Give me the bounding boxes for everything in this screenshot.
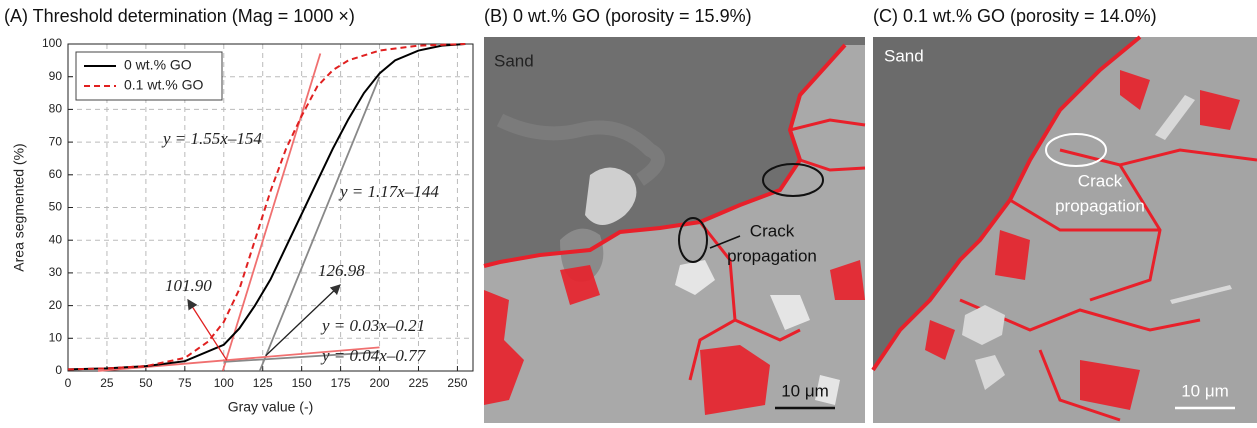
x-tick-label: 50	[139, 376, 153, 390]
y-tick-label: 20	[49, 298, 63, 312]
image-title: (C) 0.1 wt.% GO (porosity = 14.0%)	[873, 6, 1157, 26]
image-title: (B) 0 wt.% GO (porosity = 15.9%)	[484, 6, 752, 26]
x-tick-label: 150	[292, 376, 312, 390]
x-tick-label: 0	[65, 376, 72, 390]
scale-bar-label: 10 μm	[1181, 381, 1229, 400]
y-tick-label: 10	[49, 330, 63, 344]
y-axis-label: Area segmented (%)	[11, 143, 27, 271]
chart-title: (A) Threshold determination (Mag = 1000 …	[4, 6, 355, 26]
y-tick-label: 60	[49, 167, 63, 181]
x-tick-label: 125	[253, 376, 273, 390]
note-label: propagation	[727, 246, 817, 265]
x-tick-label: 200	[370, 376, 390, 390]
legend-label: 0 wt.% GO	[124, 57, 192, 73]
annotation-label: 126.98	[318, 261, 365, 280]
x-tick-label: 225	[408, 376, 428, 390]
equation-label: y = 1.17x–144	[338, 182, 439, 201]
equation-label: y = 1.55x–154	[161, 129, 262, 148]
annotation-label: 101.90	[165, 276, 212, 295]
sem-image-b: (B) 0 wt.% GO (porosity = 15.9%) Sand Cr…	[484, 6, 865, 423]
x-tick-label: 100	[214, 376, 234, 390]
note-label: Crack	[1078, 171, 1123, 190]
y-tick-label: 100	[42, 36, 62, 50]
legend-label: 0.1 wt.% GO	[124, 77, 203, 93]
y-tick-label: 90	[49, 69, 63, 83]
y-tick-label: 80	[49, 102, 63, 116]
equation-label: y = 0.04x–0.77	[320, 346, 427, 365]
scale-bar-label: 10 μm	[781, 381, 829, 400]
x-tick-label: 175	[331, 376, 351, 390]
x-tick-label: 25	[100, 376, 114, 390]
fit-line	[223, 53, 321, 370]
y-tick-label: 50	[49, 200, 63, 214]
region-label: Sand	[494, 51, 534, 70]
y-tick-label: 0	[55, 363, 62, 377]
region-label: Sand	[884, 46, 924, 65]
equation-label: y = 0.03x–0.21	[320, 316, 425, 335]
x-axis-label: Gray value (-)	[228, 399, 314, 415]
x-tick-label: 250	[447, 376, 467, 390]
figure: (A) Threshold determination (Mag = 1000 …	[0, 0, 1257, 423]
y-tick-label: 70	[49, 134, 63, 148]
sem-image-c: (C) 0.1 wt.% GO (porosity = 14.0%) Sand …	[873, 6, 1257, 423]
y-tick-label: 40	[49, 232, 63, 246]
y-tick-label: 30	[49, 265, 63, 279]
note-label: propagation	[1055, 196, 1145, 215]
note-label: Crack	[750, 221, 795, 240]
x-tick-label: 75	[178, 376, 192, 390]
